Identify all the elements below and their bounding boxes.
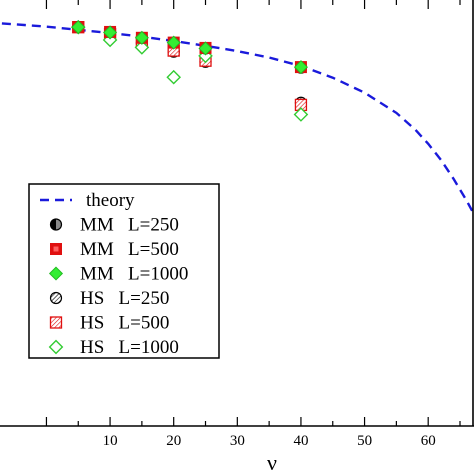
legend-swatch xyxy=(49,316,63,329)
data-points-layer xyxy=(70,19,309,122)
x-tick-label: 50 xyxy=(357,433,372,449)
plot-area xyxy=(1,19,474,213)
data-point xyxy=(293,60,308,75)
x-tick-label: 40 xyxy=(293,433,308,449)
legend-label-theory: theory xyxy=(86,190,135,211)
data-point xyxy=(134,30,149,45)
data-point xyxy=(293,107,309,122)
legend-swatch xyxy=(49,291,63,305)
legend-label: MM L=500 xyxy=(80,239,179,260)
legend-label: MM L=1000 xyxy=(80,264,188,285)
legend: theory MM L=250 MM L=500 MM L=1000 HS L=250 H… xyxy=(28,183,220,359)
legend-label: HS L=250 xyxy=(80,288,169,309)
x-tick-label: 20 xyxy=(166,433,181,449)
data-point xyxy=(198,41,213,56)
legend-swatch xyxy=(49,218,63,231)
x-ticks: 10 20 30 40 50 60 xyxy=(45,0,461,449)
data-point xyxy=(134,40,150,55)
x-tick-label: 60 xyxy=(421,433,436,449)
data-point xyxy=(103,25,118,40)
legend-label: HS L=500 xyxy=(80,313,169,334)
data-point xyxy=(166,35,181,50)
legend-swatch xyxy=(48,266,64,281)
x-tick-label: 10 xyxy=(103,433,118,449)
legend-label: HS L=1000 xyxy=(80,337,179,358)
legend-swatch xyxy=(48,339,64,355)
legend-swatch xyxy=(50,243,62,255)
data-point xyxy=(166,69,182,85)
x-tick-label: 30 xyxy=(230,433,245,449)
x-axis-label: ν xyxy=(267,450,277,474)
legend-label: MM L=250 xyxy=(80,215,179,236)
data-point xyxy=(71,20,86,35)
legend-box xyxy=(28,183,220,359)
